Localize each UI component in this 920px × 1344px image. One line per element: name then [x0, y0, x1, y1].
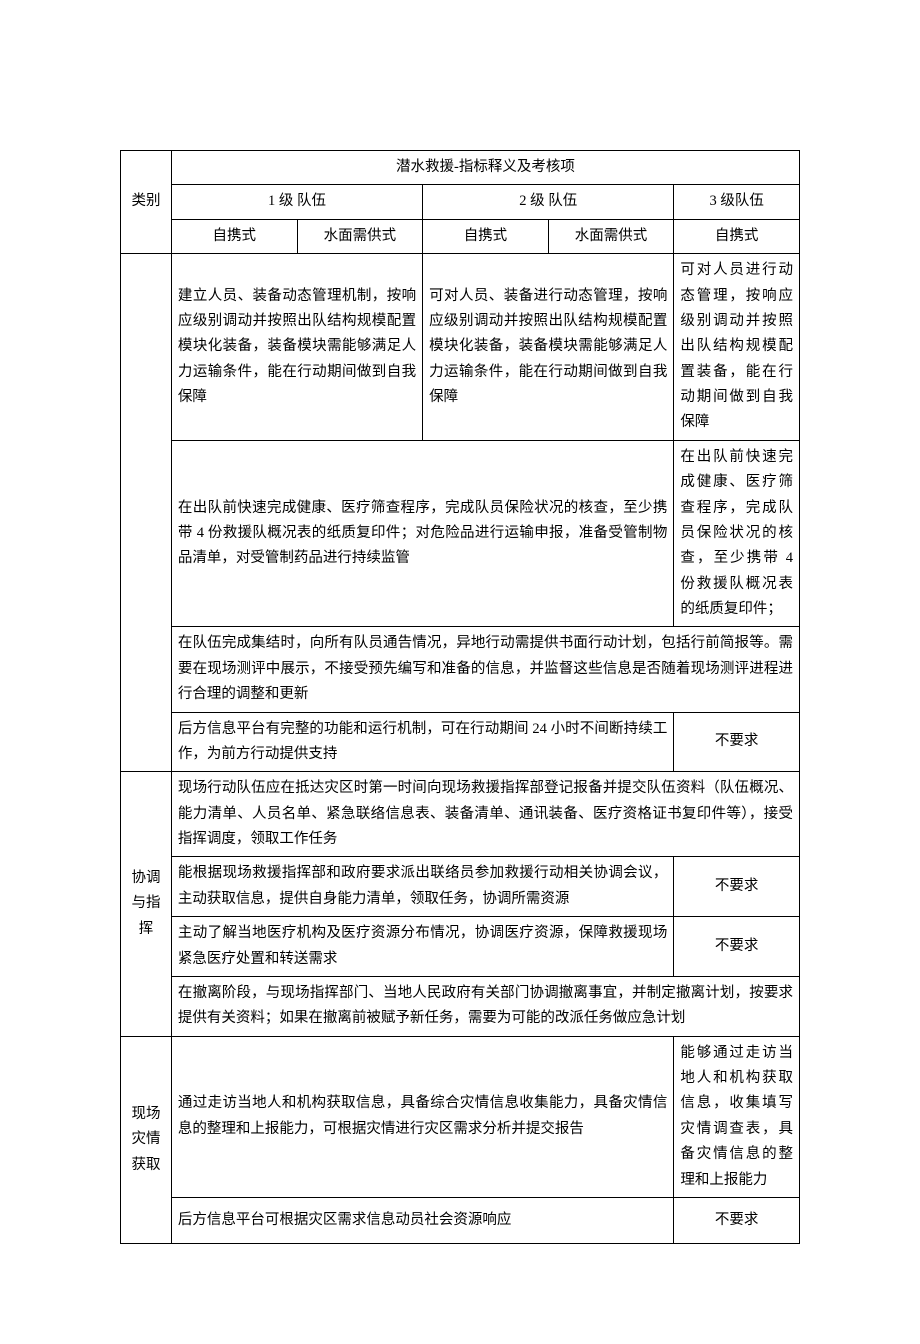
cell-r9-l12: 通过走访当地人和机构获取信息，具备综合灾情信息收集能力，具备灾情信息的整理和上报… — [171, 1036, 673, 1197]
cell-r1-l1: 建立人员、装备动态管理机制，按响应级别调动并按照出队结构规模配置模块化装备，装备… — [171, 254, 422, 441]
header-level1: 1 级 队伍 — [171, 185, 422, 219]
header-level2: 2 级 队伍 — [423, 185, 674, 219]
header-l3-self: 自携式 — [674, 219, 800, 253]
assessment-table: 类别 潜水救援-指标释义及考核项 1 级 队伍 2 级 队伍 3 级队伍 自携式… — [120, 150, 800, 1244]
cell-r10-l3: 不要求 — [674, 1197, 800, 1243]
header-l1-surface: 水面需供式 — [297, 219, 423, 253]
category-disaster: 现场灾情获取 — [121, 1036, 172, 1244]
cell-r4-l3: 不要求 — [674, 712, 800, 772]
cell-r6-l3: 不要求 — [674, 857, 800, 917]
category-empty-1 — [121, 254, 172, 772]
cell-r7-l3: 不要求 — [674, 917, 800, 977]
cell-r4-l12: 后方信息平台有完整的功能和运行机制，可在行动期间 24 小时不间断持续工作，为前… — [171, 712, 673, 772]
header-l2-self: 自携式 — [423, 219, 549, 253]
cell-r9-l3: 能够通过走访当地人和机构获取信息，收集填写灾情调查表，具备灾情信息的整理和上报能… — [674, 1036, 800, 1197]
cell-r3-all: 在队伍完成集结时，向所有队员通告情况，异地行动需提供书面行动计划，包括行前简报等… — [171, 627, 799, 712]
cell-r8-all: 在撤离阶段，与现场指挥部门、当地人民政府有关部门协调撤离事宜，并制定撤离计划，按… — [171, 976, 799, 1036]
header-level3: 3 级队伍 — [674, 185, 800, 219]
cell-r5-all: 现场行动队伍应在抵达灾区时第一时间向现场救援指挥部登记报备并提交队伍资料（队伍概… — [171, 772, 799, 857]
category-coord: 协调与指挥 — [121, 772, 172, 1036]
cell-r2-l3: 在出队前快速完成健康、医疗筛查程序，完成队员保险状况的核查，至少携带 4 份救援… — [674, 440, 800, 627]
cell-r1-l3: 可对人员进行动态管理，按响应级别调动并按照出队结构规模配置装备，能在行动期间做到… — [674, 254, 800, 441]
header-l1-self: 自携式 — [171, 219, 297, 253]
cell-r6-l12: 能根据现场救援指挥部和政府要求派出联络员参加救援行动相关协调会议，主动获取信息，… — [171, 857, 673, 917]
cell-r7-l12: 主动了解当地医疗机构及医疗资源分布情况，协调医疗资源，保障救援现场紧急医疗处置和… — [171, 917, 673, 977]
header-l2-surface: 水面需供式 — [548, 219, 674, 253]
cell-r2-l12: 在出队前快速完成健康、医疗筛查程序，完成队员保险状况的核查，至少携带 4 份救援… — [171, 440, 673, 627]
cell-r1-l2: 可对人员、装备进行动态管理，按响应级别调动并按照出队结构规模配置模块化装备，装备… — [423, 254, 674, 441]
header-category: 类别 — [121, 151, 172, 254]
table-title: 潜水救援-指标释义及考核项 — [171, 151, 799, 185]
cell-r10-l12: 后方信息平台可根据灾区需求信息动员社会资源响应 — [171, 1197, 673, 1243]
